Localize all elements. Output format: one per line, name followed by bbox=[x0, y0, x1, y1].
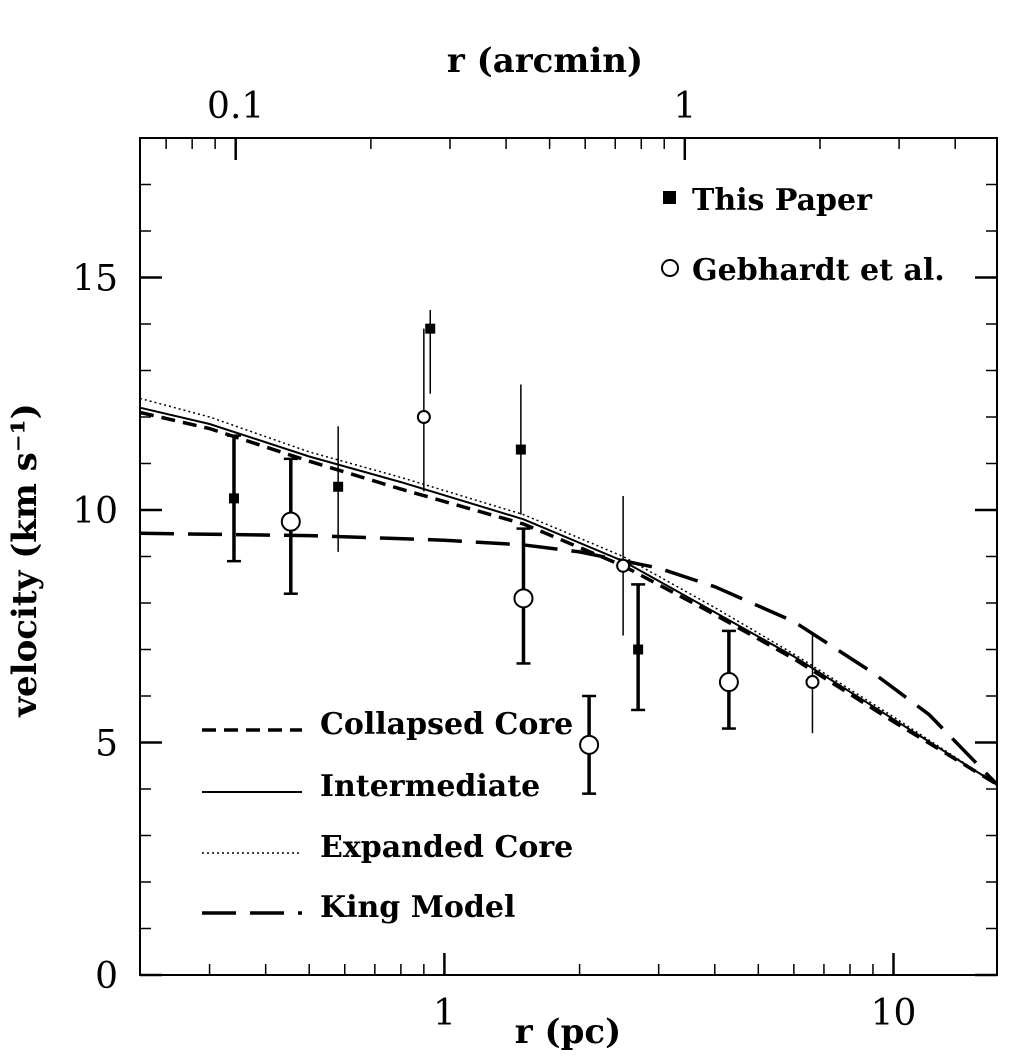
circle-marker bbox=[805, 675, 820, 690]
x-axis-label: r (pc) bbox=[515, 1012, 621, 1052]
x2-axis-label: r (arcmin) bbox=[447, 41, 643, 81]
legends: This Paper Gebhardt et al. Collapsed Core I… bbox=[202, 183, 945, 925]
legend-point-label: Gebhardt et al. bbox=[692, 253, 945, 288]
y-tick-label: 5 bbox=[95, 724, 118, 765]
x-tick-label: 1 bbox=[433, 993, 456, 1034]
square-marker bbox=[425, 323, 436, 334]
x2-tick-label: 1 bbox=[673, 86, 696, 127]
legend-square-marker bbox=[663, 191, 676, 204]
circle-marker bbox=[513, 588, 534, 609]
curve-king-model bbox=[139, 531, 999, 786]
legend-line-label: Expanded Core bbox=[320, 830, 573, 865]
axis-ticks bbox=[140, 137, 997, 977]
y-axis-label: velocity (km s⁻¹) bbox=[5, 403, 45, 717]
curve-intermediate bbox=[139, 406, 998, 786]
square-marker bbox=[333, 481, 344, 492]
circle-marker bbox=[616, 558, 631, 573]
circle-marker bbox=[579, 734, 600, 755]
circle-marker bbox=[280, 511, 301, 532]
data-markers bbox=[228, 323, 820, 755]
curve-collapsed-core bbox=[139, 410, 998, 786]
x-tick-label: 10 bbox=[871, 993, 917, 1034]
square-marker bbox=[515, 444, 526, 455]
tick-labels: 0 5 10 15 1 10 0.1 1 bbox=[72, 86, 916, 1034]
legend-line-label: Intermediate bbox=[320, 769, 540, 804]
square-marker bbox=[633, 644, 644, 655]
model-curves bbox=[139, 397, 999, 786]
y-tick-label: 10 bbox=[72, 491, 118, 532]
circle-marker bbox=[718, 672, 739, 693]
y-tick-label: 0 bbox=[95, 956, 118, 997]
y-tick-label: 15 bbox=[72, 259, 118, 300]
legend-point-label: This Paper bbox=[692, 183, 873, 218]
legend-circle-marker bbox=[661, 259, 679, 277]
legend-line-label: King Model bbox=[320, 890, 515, 925]
circle-marker bbox=[416, 410, 431, 424]
legend-line-label: Collapsed Core bbox=[320, 707, 573, 742]
x2-tick-label: 0.1 bbox=[207, 86, 264, 127]
square-marker bbox=[228, 493, 239, 504]
